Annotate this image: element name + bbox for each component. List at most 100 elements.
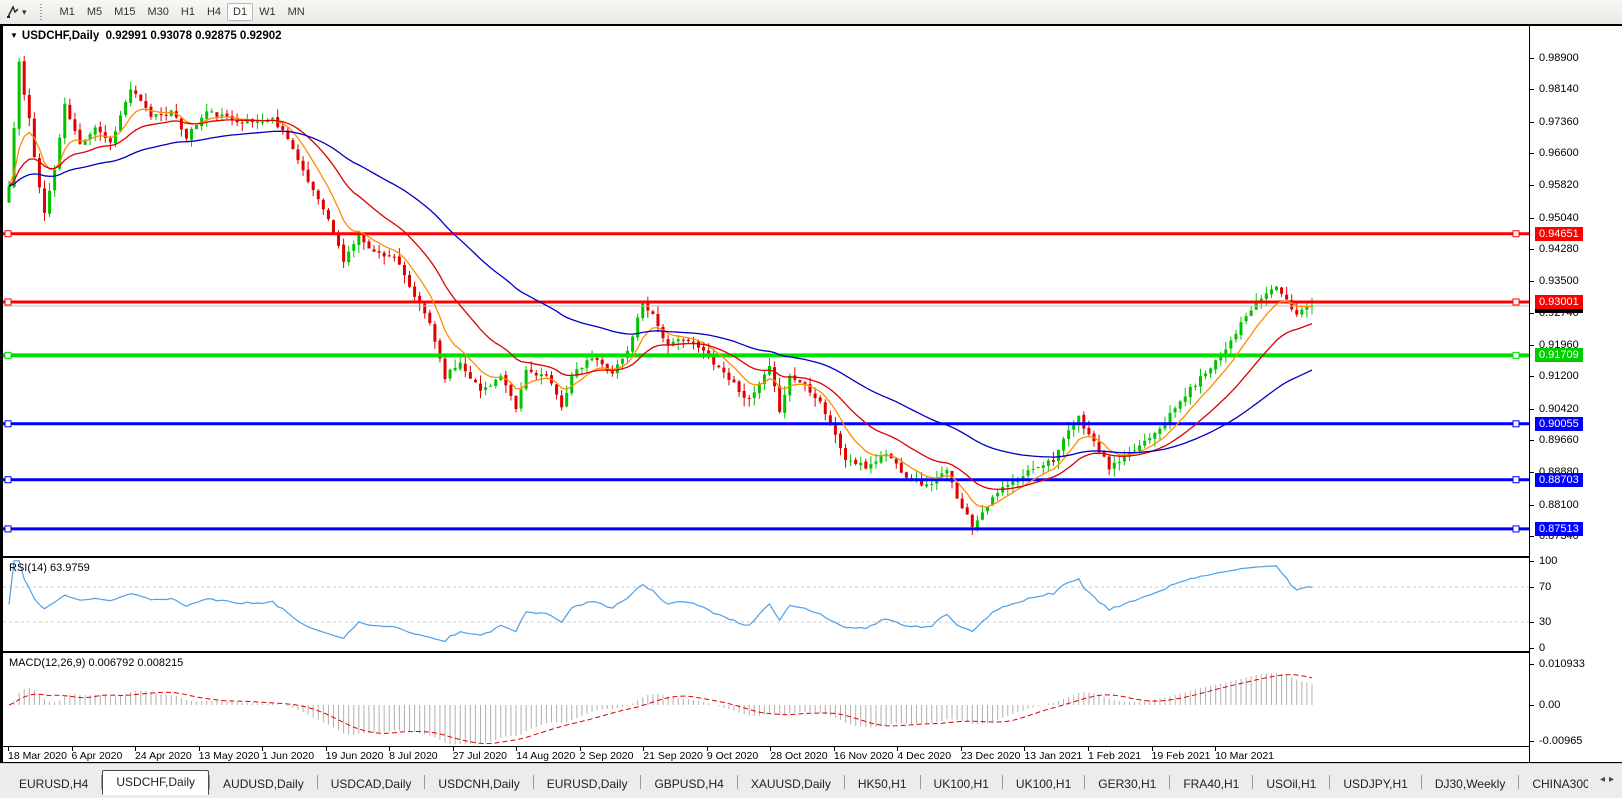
collapse-triangle-icon[interactable]: ▼ bbox=[10, 31, 18, 40]
chart-tab-bar: EURUSD,H4 USDCHF,Daily AUDUSD,Daily USDCAD,… bbox=[0, 763, 1622, 798]
horizontal-level-lines bbox=[3, 230, 1529, 533]
divider-rsi-macd[interactable] bbox=[3, 651, 1529, 653]
date-label: 13 Jan 2021 bbox=[1024, 750, 1083, 762]
date-tick-mark bbox=[262, 747, 264, 751]
date-tick-mark bbox=[452, 747, 454, 751]
tab-gbpusd-h4[interactable]: GBPUSD,H4 bbox=[654, 777, 724, 791]
timeframe-button-d1[interactable]: D1 bbox=[227, 3, 254, 21]
tab-separator bbox=[1001, 775, 1003, 789]
chart-title: ▼ USDCHF,Daily 0.92991 0.93078 0.92875 0.… bbox=[10, 30, 282, 42]
axis-tick-mark bbox=[1530, 376, 1534, 378]
chart-tabs: EURUSD,H4 USDCHF,Daily AUDUSD,Daily USDCAD,… bbox=[6, 769, 1588, 795]
date-label: 2 Sep 2020 bbox=[579, 750, 634, 762]
tab-scroll-right-icon[interactable]: ▸ bbox=[1608, 774, 1618, 785]
axis-tick-label: 0.95040 bbox=[1539, 211, 1579, 224]
chart-tool-icon[interactable] bbox=[4, 3, 22, 21]
tab-separator bbox=[532, 775, 534, 789]
axis-tick-mark bbox=[1530, 705, 1534, 706]
tab-eurusd-daily[interactable]: EURUSD,Daily bbox=[546, 777, 628, 791]
timeframe-button-w1[interactable]: W1 bbox=[259, 6, 276, 18]
date-tick-mark bbox=[516, 747, 518, 751]
date-tick-mark bbox=[135, 747, 137, 751]
tab-hk50-h1[interactable]: HK50,H1 bbox=[857, 777, 907, 791]
date-axis[interactable]: 18 Mar 2020 6 Apr 2020 24 Apr 2020 13 May 2… bbox=[3, 747, 1529, 762]
tab-fra40-h1[interactable]: FRA40,H1 bbox=[1183, 777, 1240, 791]
axis-tick-mark bbox=[1530, 58, 1534, 59]
price-level-badge: 0.90055 bbox=[1535, 416, 1583, 431]
tab-usdcad-daily[interactable]: USDCAD,Daily bbox=[330, 777, 412, 791]
axis-tick-mark bbox=[1530, 345, 1534, 346]
axis-tick-label: 0.88100 bbox=[1539, 498, 1579, 511]
date-tick-mark bbox=[8, 747, 9, 751]
macd-indicator-chart[interactable] bbox=[3, 653, 1529, 746]
date-tick-mark bbox=[706, 747, 708, 751]
tab-separator bbox=[1420, 775, 1422, 789]
tab-separator bbox=[1084, 775, 1086, 789]
date-label: 23 Dec 2020 bbox=[960, 750, 1021, 762]
axis-tick-label: 0.91200 bbox=[1539, 370, 1579, 383]
tab-eurusd-h4[interactable]: EURUSD,H4 bbox=[19, 777, 89, 791]
tab-usdchf-daily[interactable]: USDCHF,Daily bbox=[102, 770, 210, 795]
axis-tick-mark bbox=[1530, 89, 1534, 91]
date-tick-mark bbox=[960, 747, 962, 751]
axis-tick-mark bbox=[1530, 408, 1534, 410]
chevron-down-icon[interactable]: ▾ bbox=[22, 6, 27, 17]
tab-usoil-h1[interactable]: USOil,H1 bbox=[1266, 777, 1317, 791]
tab-usdcnh-daily[interactable]: USDCNH,Daily bbox=[438, 777, 520, 791]
chart-ohlc-values: 0.92991 0.93078 0.92875 0.92902 bbox=[105, 30, 282, 42]
axis-tick-mark bbox=[1530, 587, 1534, 588]
date-tick-mark bbox=[833, 747, 835, 751]
tab-uk100-h1[interactable]: UK100,H1 bbox=[1015, 777, 1072, 791]
tab-audusd-daily[interactable]: AUDUSD,Daily bbox=[223, 777, 304, 791]
tab-dj30-weekly[interactable]: DJ30,Weekly bbox=[1434, 777, 1506, 791]
tab-separator bbox=[919, 775, 921, 789]
price-level-badge: 0.87513 bbox=[1535, 521, 1583, 536]
axis-tick-mark bbox=[1530, 504, 1534, 506]
date-label: 24 Apr 2020 bbox=[135, 750, 192, 762]
axis-tick-label: 0.98900 bbox=[1539, 52, 1579, 64]
timeframe-button-h1[interactable]: H1 bbox=[180, 6, 195, 18]
date-tick-mark bbox=[325, 747, 327, 751]
axis-tick-mark bbox=[1530, 249, 1534, 251]
tab-separator bbox=[1252, 775, 1254, 789]
axis-tick-mark bbox=[1530, 185, 1534, 187]
rsi-indicator-chart[interactable] bbox=[3, 558, 1529, 651]
axis-tick-mark bbox=[1530, 217, 1534, 219]
axis-tick-mark bbox=[1530, 560, 1534, 562]
tab-separator bbox=[843, 775, 845, 789]
timeframe-button-mn[interactable]: MN bbox=[287, 6, 305, 18]
tab-china300-h1[interactable]: CHINA300,H1 bbox=[1532, 777, 1588, 791]
rsi-value: 63.9759 bbox=[49, 562, 90, 574]
axis-tick-label: 0.96600 bbox=[1539, 147, 1579, 160]
date-label: 1 Jun 2020 bbox=[262, 750, 315, 762]
toolbar-grip[interactable] bbox=[38, 4, 44, 20]
timeframe-button-m15[interactable]: M15 bbox=[114, 6, 136, 18]
tab-scroll-arrows: ◂▸ bbox=[1600, 774, 1618, 785]
axis-tick-label: 0.94280 bbox=[1539, 243, 1579, 256]
tab-separator bbox=[101, 775, 103, 789]
tab-separator bbox=[736, 775, 738, 789]
macd-signal-line bbox=[8, 674, 1313, 745]
price-axis[interactable]: 0.98900 0.98140 0.97360 0.96600 0.95820 0.950… bbox=[1529, 26, 1622, 762]
axis-tick-label: 0.98140 bbox=[1539, 83, 1579, 96]
timeframe-button-m30[interactable]: M30 bbox=[147, 6, 169, 18]
axis-tick-label: -0.00965 bbox=[1539, 735, 1583, 748]
date-tick-mark bbox=[1088, 747, 1089, 751]
divider-main-rsi[interactable] bbox=[3, 556, 1529, 558]
tab-uk100-h1[interactable]: UK100,H1 bbox=[933, 777, 989, 791]
date-tick-mark bbox=[643, 747, 645, 751]
moving-average-55 bbox=[8, 130, 1313, 458]
main-price-chart[interactable] bbox=[3, 26, 1529, 556]
tab-xauusd-daily[interactable]: XAUUSD,Daily bbox=[750, 777, 831, 791]
date-label: 10 Mar 2021 bbox=[1215, 750, 1275, 762]
tab-usdjpy-h1[interactable]: USDJPY,H1 bbox=[1343, 777, 1408, 791]
divider-macd-dates bbox=[3, 746, 1529, 747]
timeframe-button-m1[interactable]: M1 bbox=[59, 6, 75, 18]
tab-separator bbox=[1518, 775, 1520, 789]
timeframe-button-m5[interactable]: M5 bbox=[86, 6, 103, 18]
timeframe-button-h4[interactable]: H4 bbox=[206, 6, 222, 18]
axis-tick-mark bbox=[1530, 663, 1534, 665]
tab-ger30-h1[interactable]: GER30,H1 bbox=[1098, 777, 1157, 791]
date-label: 1 Feb 2021 bbox=[1088, 750, 1142, 762]
tab-scroll-left-icon[interactable]: ◂ bbox=[1599, 774, 1609, 785]
